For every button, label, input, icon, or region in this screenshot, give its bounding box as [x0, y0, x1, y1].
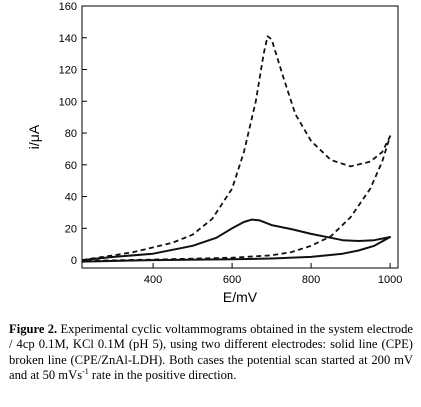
figure-caption: Figure 2. Experimental cyclic voltammogr…	[9, 322, 413, 384]
caption-superscript: -1	[82, 367, 89, 377]
y-tick-label: 0	[71, 255, 77, 267]
x-tick-label: 800	[302, 274, 320, 286]
x-axis-title: E/mV	[223, 289, 258, 305]
cyclic-voltammogram-chart: 0 20 40 60 80 100 120 140 160 400 600 800 1000 E/mV i/…	[26, 1, 402, 305]
y-tick-label: 60	[65, 160, 77, 172]
y-tick-label: 140	[59, 33, 77, 45]
y-tick-label: 120	[59, 65, 77, 77]
x-tick-label: 1000	[378, 274, 402, 286]
y-tick-label: 20	[65, 223, 77, 235]
caption-text: Experimental cyclic voltammograms obtain…	[9, 322, 413, 383]
x-tick-label: 400	[144, 274, 162, 286]
y-tick-label: 160	[59, 1, 77, 13]
caption-text-end: rate in the positive direction.	[88, 368, 237, 383]
x-tick-label: 600	[223, 274, 241, 286]
y-tick-label: 40	[65, 192, 77, 204]
y-tick-label: 100	[59, 96, 77, 108]
caption-label: Figure 2.	[9, 322, 58, 336]
plot-area: 0 20 40 60 80 100 120 140 160 400 600 800 1000 E/mV i/…	[26, 1, 402, 305]
y-tick-label: 80	[65, 128, 77, 140]
series-line-dashed	[81, 35, 391, 262]
plot-frame	[81, 5, 399, 269]
y-axis-title: i/μA	[26, 124, 42, 149]
series-line-solid	[81, 218, 392, 263]
